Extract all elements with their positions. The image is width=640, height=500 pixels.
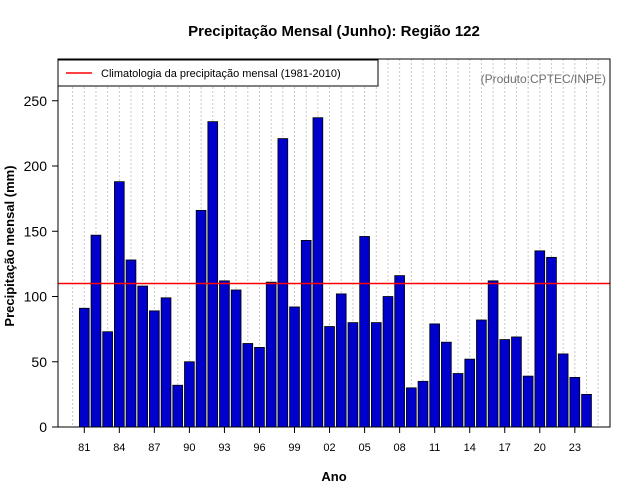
bar-1997 (265, 281, 277, 428)
bar-1984 (114, 181, 125, 428)
x-tick-label-14: 14 (464, 442, 476, 454)
chart-title: Precipitação Mensal (Junho): Região 122 (188, 23, 480, 40)
bar-1989 (172, 384, 184, 428)
bar-2004 (347, 322, 359, 428)
bar-2005 (359, 236, 370, 428)
bar-2020 (534, 250, 546, 428)
y-axis-title: Precipitação mensal (mm) (2, 165, 17, 326)
y-tick-label-250: 250 (24, 93, 48, 109)
bar-2015 (476, 319, 487, 428)
bar-1987 (149, 310, 160, 428)
x-tick-label-17: 17 (499, 442, 511, 454)
bar-2003 (335, 293, 347, 428)
x-tick-label-93: 93 (218, 442, 230, 454)
x-tick-label-11: 11 (429, 442, 440, 454)
bar-2001 (312, 117, 324, 428)
bars (78, 117, 592, 428)
y-tick-label-100: 100 (24, 289, 48, 305)
bar-2010 (417, 380, 429, 428)
bar-2007 (382, 296, 394, 428)
bar-1982 (90, 234, 102, 428)
x-tick-label-02: 02 (323, 442, 335, 454)
bar-2024 (581, 393, 592, 428)
x-tick-label-81: 81 (78, 442, 90, 454)
source-credit: (Produto:CPTEC/INPE) (481, 72, 606, 86)
bar-2018 (511, 336, 522, 428)
bar-2019 (522, 375, 534, 428)
x-tick-label-96: 96 (253, 442, 265, 454)
y-tick-label-50: 50 (31, 354, 47, 370)
bar-2000 (300, 239, 312, 428)
bar-1985 (125, 259, 137, 428)
legend: Climatologia da precipitação mensal (198… (57, 59, 379, 87)
bar-1988 (160, 297, 172, 428)
bar-1999 (289, 306, 300, 428)
bar-1994 (230, 289, 242, 428)
bar-2006 (370, 322, 382, 428)
bar-2013 (452, 373, 464, 428)
bar-1986 (137, 285, 148, 428)
legend-label: Climatologia da precipitação mensal (198… (101, 68, 341, 80)
bar-1990 (184, 361, 195, 428)
bar-1992 (207, 121, 219, 428)
bar-2014 (464, 358, 476, 428)
bar-2023 (569, 377, 581, 428)
y-tick-label-200: 200 (24, 158, 48, 174)
bar-2016 (487, 280, 499, 428)
x-axis-title: Ano (321, 469, 346, 484)
x-tick-label-20: 20 (534, 442, 546, 454)
bar-1991 (195, 209, 207, 428)
bar-1995 (242, 343, 254, 428)
bar-2011 (429, 323, 440, 428)
bar-2002 (324, 326, 335, 428)
bar-1983 (102, 331, 113, 428)
y-tick-label-0: 0 (39, 419, 47, 435)
bar-2022 (557, 353, 569, 428)
y-tick-label-150: 150 (24, 223, 48, 239)
bar-2017 (499, 339, 511, 428)
y-axis: 0 50 100 150 200 250 (24, 93, 59, 435)
x-tick-label-84: 84 (113, 442, 125, 454)
bar-1993 (219, 280, 230, 428)
bar-1981 (78, 307, 90, 428)
x-tick-label-90: 90 (183, 442, 195, 454)
bar-2008 (394, 275, 405, 428)
bar-2012 (441, 341, 452, 428)
bar-1996 (254, 346, 265, 428)
x-tick-label-05: 05 (358, 442, 370, 454)
x-tick-label-08: 08 (394, 442, 406, 454)
x-axis: 81 84 87 90 93 96 99 02 05 08 11 14 17 20 23 (78, 426, 581, 454)
legend-box (57, 59, 379, 87)
x-tick-label-99: 99 (288, 442, 300, 454)
bar-2009 (406, 387, 417, 428)
x-tick-label-23: 23 (569, 442, 581, 454)
x-tick-label-87: 87 (148, 442, 160, 454)
